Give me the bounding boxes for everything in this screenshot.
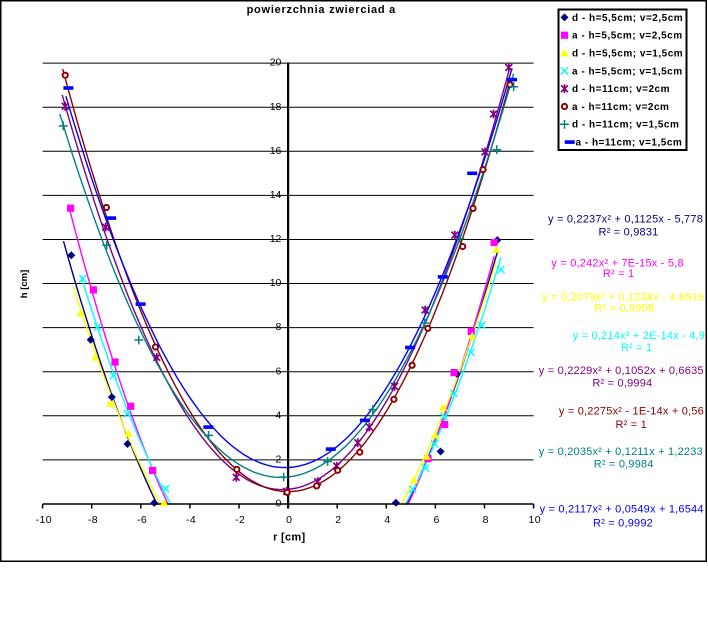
svg-text:18: 18 (270, 101, 282, 113)
svg-text:d - h=11cm; v=2cm: d - h=11cm; v=2cm (572, 84, 670, 95)
svg-text:2: 2 (276, 454, 282, 466)
svg-text:y = 0,214x² + 2E-14x - 4,9: y = 0,214x² + 2E-14x - 4,9 (573, 330, 705, 342)
svg-text:a - h=5,5cm; v=2,5cm: a - h=5,5cm; v=2,5cm (572, 31, 683, 42)
svg-text:2: 2 (335, 514, 341, 526)
svg-text:12: 12 (270, 233, 282, 245)
svg-text:a - h=5,5cm; v=1,5cm: a - h=5,5cm; v=1,5cm (572, 66, 683, 77)
svg-text:r [cm]: r [cm] (273, 532, 305, 544)
svg-text:y = 0,2079x² + 0,1238x - 4,891: y = 0,2079x² + 0,1238x - 4,8916 (542, 291, 704, 303)
svg-text:R² = 1: R² = 1 (615, 419, 646, 431)
svg-text:14: 14 (270, 189, 282, 201)
svg-text:-2: -2 (235, 514, 245, 526)
svg-text:R² = 0,9994: R² = 0,9994 (592, 378, 652, 390)
svg-text:R² = 1: R² = 1 (603, 268, 634, 280)
svg-text:20: 20 (270, 57, 282, 69)
svg-text:h [cm]: h [cm] (19, 270, 30, 299)
svg-text:-8: -8 (88, 514, 98, 526)
svg-text:8: 8 (483, 514, 489, 526)
svg-text:0: 0 (286, 514, 292, 526)
svg-text:R² = 1: R² = 1 (621, 342, 652, 354)
svg-text:y = 0,2117x² + 0,0549x + 1,654: y = 0,2117x² + 0,0549x + 1,6544 (540, 504, 704, 516)
svg-text:y = 0,2035x² + 0,1211x + 1,223: y = 0,2035x² + 0,1211x + 1,2233 (539, 446, 703, 458)
svg-text:R² = 0,9992: R² = 0,9992 (593, 517, 653, 529)
svg-text:y = 0,2275x² - 1E-14x + 0,56: y = 0,2275x² - 1E-14x + 0,56 (559, 406, 704, 418)
svg-text:y = 0,2229x² + 0,1052x + 0,663: y = 0,2229x² + 0,1052x + 0,6635 (539, 365, 704, 377)
svg-text:a - h=11cm; v=2cm: a - h=11cm; v=2cm (572, 102, 669, 113)
svg-text:10: 10 (270, 277, 282, 289)
svg-text:4: 4 (384, 514, 390, 526)
svg-text:d - h=5,5cm; v=2,5cm: d - h=5,5cm; v=2,5cm (572, 13, 683, 24)
svg-text:y = 0,242x² + 7E-15x - 5,8: y = 0,242x² + 7E-15x - 5,8 (551, 257, 683, 269)
svg-text:d - h=11cm; v=1,5cm: d - h=11cm; v=1,5cm (572, 120, 679, 131)
svg-text:6: 6 (433, 514, 439, 526)
svg-text:powierzchnia zwierciad a: powierzchnia zwierciad a (247, 4, 397, 16)
svg-text:R² = 0,9831: R² = 0,9831 (599, 227, 659, 239)
svg-text:16: 16 (270, 145, 282, 157)
svg-text:-10: -10 (36, 514, 52, 526)
svg-text:0: 0 (276, 498, 282, 510)
svg-text:R² = 0,9958: R² = 0,9958 (594, 303, 654, 315)
svg-text:6: 6 (276, 365, 282, 377)
svg-text:10: 10 (529, 514, 541, 526)
svg-text:-4: -4 (186, 514, 196, 526)
svg-text:8: 8 (276, 321, 282, 333)
svg-text:4: 4 (276, 409, 282, 421)
svg-text:d - h=5,5cm; v=1,5cm: d - h=5,5cm; v=1,5cm (572, 48, 683, 59)
svg-text:y = 0,2237x² + 0,1125x - 5,778: y = 0,2237x² + 0,1125x - 5,778 (548, 213, 703, 225)
svg-text:a - h=11cm; v=1,5cm: a - h=11cm; v=1,5cm (576, 138, 683, 149)
svg-text:-6: -6 (137, 514, 147, 526)
svg-text:R² = 0,9984: R² = 0,9984 (594, 458, 654, 470)
